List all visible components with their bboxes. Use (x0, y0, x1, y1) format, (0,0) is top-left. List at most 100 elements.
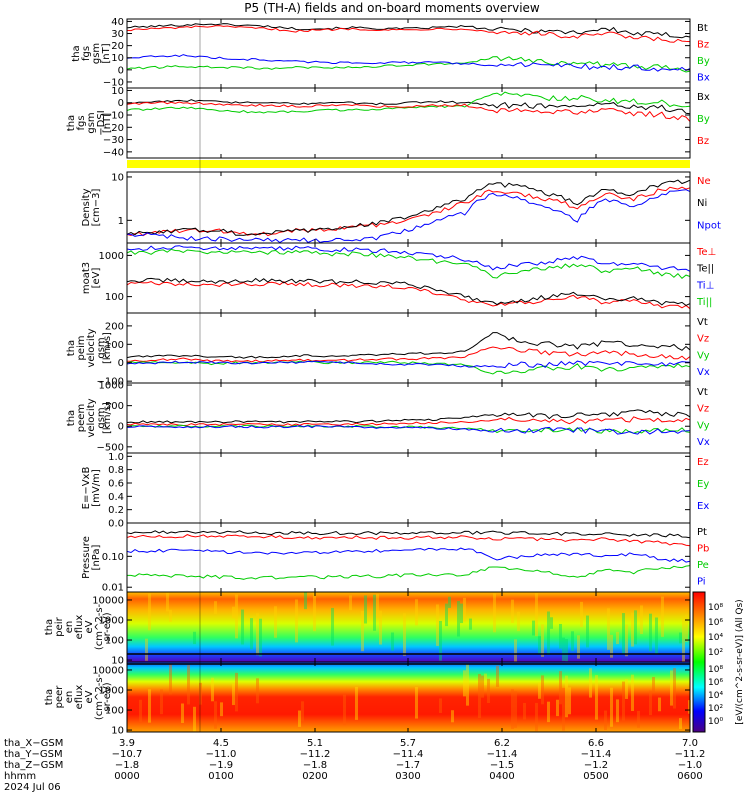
legend-entry-temperature: Ti|| (696, 297, 712, 308)
spectrogram-stripe (565, 639, 568, 662)
y-tick-label: 0.4 (108, 492, 124, 503)
spectrogram-stripe (214, 601, 217, 615)
legend-entry-density: Ne (697, 176, 711, 187)
y-tick-label: 10 (111, 656, 124, 667)
series-line-peem_velocity-3 (126, 425, 691, 435)
legend-entry-pressure: Pb (697, 543, 709, 554)
spectrogram-stripe (607, 608, 610, 650)
legend-entry-pressure: Pi (697, 576, 706, 587)
y-tick-label: 10000 (92, 665, 124, 676)
series-line-density-1 (126, 179, 691, 236)
y-axis-label: peem (76, 404, 87, 432)
spectrogram-stripe (193, 631, 196, 645)
y-tick-label: 0.8 (108, 465, 124, 476)
panel-pressure: 0.10 0.01 Pressure [nPa] Pt Pb Pe Pi (81, 522, 709, 594)
spectrogram-stripe (466, 664, 469, 706)
footer-value: 6.6 (588, 738, 604, 749)
y-tick-label: 1 (118, 216, 124, 227)
y-axis-label: eflux (74, 615, 85, 640)
y-axis-label: [nPa] (91, 544, 102, 570)
footer-value: 4.5 (213, 738, 229, 749)
spectrogram-stripe (589, 668, 592, 698)
footer-value: 0200 (302, 771, 327, 782)
footer-value: 7.0 (682, 738, 698, 749)
spectrogram-stripe (637, 710, 640, 728)
legend-entry-temperature: Te⊥ (696, 247, 716, 258)
legend-entry-peim_velocity: Vz (697, 334, 709, 345)
legend-entry-pressure: Pe (697, 560, 709, 571)
spectrogram-stripe (484, 673, 487, 686)
series-line-peim_velocity-3 (126, 360, 691, 369)
footer-value: −1.7 (396, 760, 420, 771)
y-axis-label: tha (66, 115, 77, 131)
y-tick-label: 100 (105, 340, 124, 351)
footer-value: −1.5 (490, 760, 514, 771)
y-axis-label: gsm (96, 337, 107, 358)
spectrogram-stripe (541, 675, 544, 705)
spectrogram-stripe (559, 671, 562, 705)
spectrogram-stripe (235, 594, 238, 639)
y-tick-label: 40 (111, 17, 124, 28)
footer-value: −1.8 (115, 760, 139, 771)
y-tick-label: −40 (103, 147, 124, 158)
spectrogram-stripe (577, 635, 580, 659)
spectrogram-stripes (145, 592, 688, 662)
footer-value: −11.2 (300, 749, 331, 760)
colorbar-strip (692, 591, 706, 733)
spectrogram-stripe (562, 687, 565, 731)
footer-row-label: tha_X−GSM (4, 738, 63, 749)
series-line-peem_velocity-0 (126, 409, 691, 424)
spectrogram-colorbar: 10⁸ 10⁶ 10⁴ 10² 10⁸ 10⁶ 10⁴ 10² 10⁰ [eV/(cm^2-s-s… (692, 591, 745, 733)
spectrogram-stripe (199, 682, 202, 705)
footer-value: −1.8 (303, 760, 327, 771)
spectrogram-stripe (232, 683, 235, 706)
series-line-density-2 (126, 189, 691, 244)
series-line-density-0 (126, 186, 691, 237)
y-tick-label: 0.10 (102, 552, 124, 563)
spectrogram-stripe (331, 607, 334, 646)
y-tick-label: 100 (105, 292, 124, 303)
y-axis-label: [km/s] (102, 402, 113, 434)
series-line-fgs_gsm-3 (126, 54, 691, 72)
spectrogram-stripe (169, 609, 172, 622)
footer-value: 6.2 (494, 738, 510, 749)
y-axis-label: en (64, 691, 75, 704)
spectrogram-stripe (241, 609, 244, 645)
colorbar-tick-label: 10⁰ (708, 717, 723, 727)
footer-value: 0500 (583, 771, 608, 782)
y-axis-label: E=−VxB (81, 467, 92, 510)
spectrogram-stripe (487, 678, 490, 704)
spectrogram-stripe (481, 675, 484, 698)
spectrogram-stripe (670, 670, 673, 706)
spectrogram-stripe (160, 689, 163, 715)
y-tick-label: −100 (97, 377, 124, 388)
y-tick-label: 10 (111, 86, 124, 97)
y-axis-label: eflux (74, 685, 85, 710)
spectrogram-stripe (625, 624, 628, 657)
spectrogram-stripe (343, 694, 346, 726)
y-axis-label: [nT] (102, 113, 113, 133)
colorbar-tick-label: 10⁸ (708, 665, 723, 675)
y-axis-label: peir (54, 616, 65, 636)
series-line-fgs_gsm-0 (126, 23, 691, 39)
spectrogram-stripe (139, 699, 142, 723)
y-tick-label: 0.0 (108, 519, 124, 530)
footer-date: 2024 Jul 06 (4, 782, 61, 793)
series-line-peem_velocity-1 (126, 416, 691, 427)
y-tick-label: 10 (111, 53, 124, 64)
spectrogram-stripe (361, 610, 364, 652)
spectrogram-stripe (673, 668, 676, 709)
spectrogram-stripe (457, 601, 460, 637)
colorbar-tick-label: 10⁶ (708, 678, 723, 688)
spectrogram-stripe (415, 687, 418, 719)
panel-temperature: 1000 100 moat3 [eV] Te⊥ Te|| Ti⊥ Ti|| (81, 242, 716, 314)
spectrogram-stripe (304, 592, 307, 610)
series-line-peim_velocity-0 (126, 332, 691, 359)
panel-frame (126, 87, 691, 159)
legend-entry-efield: Ez (697, 457, 709, 468)
legend-entry-efield: Ex (697, 501, 709, 512)
series-line-pressure-1 (126, 534, 691, 547)
spectrogram-peer_en_eflux (127, 662, 690, 732)
spectrogram-stripe (451, 710, 454, 723)
